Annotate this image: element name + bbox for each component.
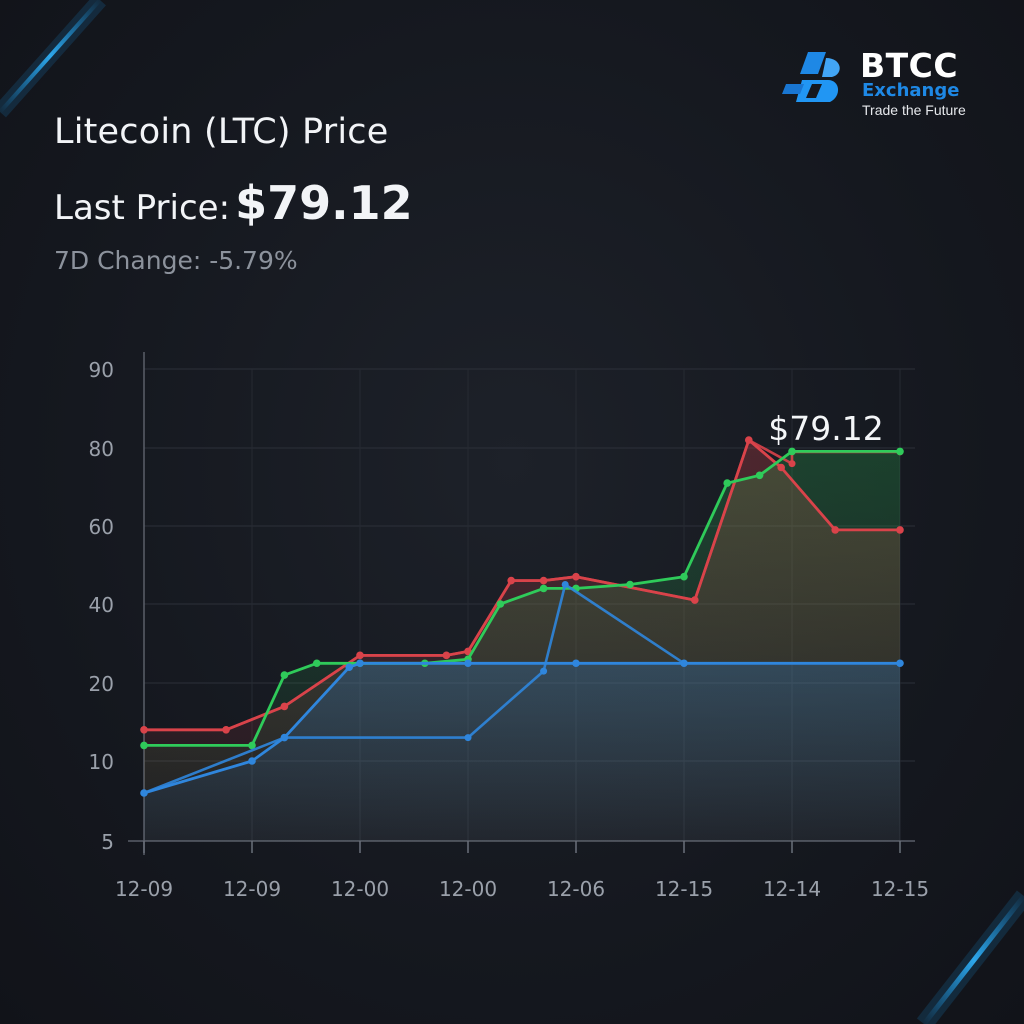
series-area-blue xyxy=(144,663,900,841)
y-tick-label: 80 xyxy=(89,437,114,461)
data-point-green xyxy=(626,580,634,589)
data-point-green xyxy=(280,671,289,679)
data-point-blue xyxy=(280,733,289,742)
data-point-green xyxy=(723,479,731,487)
data-point-red xyxy=(831,526,839,534)
brand-logo: BTCC Exchange Trade the Future xyxy=(782,42,982,122)
brand-name: BTCC xyxy=(860,46,959,85)
y-tick-label: 90 xyxy=(89,358,114,382)
y-tick-label: 60 xyxy=(89,515,114,539)
brand-sub: Exchange xyxy=(862,80,960,101)
x-tick-label: 12-09 xyxy=(115,877,173,901)
data-point-green xyxy=(788,447,796,456)
data-point-green xyxy=(755,471,764,480)
data-point-red xyxy=(222,726,230,734)
seven-day-change: 7D Change: -5.79% xyxy=(54,246,298,275)
btcc-logo-icon xyxy=(782,52,840,102)
x-tick-label: 12-00 xyxy=(439,877,497,901)
data-point-blue xyxy=(464,659,472,668)
data-point-red xyxy=(788,460,796,468)
data-point-red xyxy=(777,463,785,472)
data-point-green xyxy=(896,447,904,456)
data-point-red xyxy=(507,576,515,585)
data-point-blue xyxy=(356,659,364,668)
y-tick-label: 20 xyxy=(89,672,114,696)
data-point-red xyxy=(539,576,548,585)
x-tick-label: 12-15 xyxy=(871,877,929,901)
data-point-green xyxy=(313,659,321,668)
data-point-red xyxy=(572,572,580,581)
data-point-red xyxy=(280,702,289,711)
x-tick-label: 12-14 xyxy=(763,877,821,901)
data-point-blue xyxy=(896,659,904,668)
data-point-blue xyxy=(345,663,354,671)
data-point-green xyxy=(539,584,548,593)
y-tick-label: 5 xyxy=(101,830,114,854)
data-point-blue xyxy=(561,581,569,588)
last-price-label: Last Price: xyxy=(54,188,231,228)
data-point-green xyxy=(140,741,148,750)
data-point-blue xyxy=(680,659,688,668)
data-point-red xyxy=(442,651,451,660)
x-tick-label: 12-00 xyxy=(331,877,389,901)
data-point-red xyxy=(356,651,364,660)
data-point-green xyxy=(248,741,256,750)
data-point-red xyxy=(691,596,699,604)
brand-tagline: Trade the Future xyxy=(862,102,966,118)
last-price-value: $79.12 xyxy=(235,176,413,230)
x-tick-label: 12-06 xyxy=(547,877,605,901)
data-point-green xyxy=(496,600,505,608)
series-line-green xyxy=(144,450,900,747)
y-tick-label: 10 xyxy=(89,750,114,774)
data-point-green xyxy=(680,572,688,581)
data-point-blue xyxy=(140,789,148,797)
data-point-red xyxy=(896,526,904,534)
data-point-red xyxy=(140,726,148,734)
data-point-blue xyxy=(540,667,548,675)
page-title: Litecoin (LTC) Price xyxy=(54,112,389,152)
data-point-blue xyxy=(248,757,256,765)
series-line-blue-branch xyxy=(143,583,685,795)
x-tick-label: 12-15 xyxy=(655,877,713,901)
data-point-blue xyxy=(572,659,580,668)
price-annotation: $79.12 xyxy=(768,409,883,448)
x-tick-label: 12-09 xyxy=(223,877,281,901)
last-price: Last Price: $79.12 xyxy=(54,176,413,230)
data-point-red xyxy=(745,436,753,444)
y-tick-label: 40 xyxy=(89,593,114,617)
data-point-blue xyxy=(464,734,472,742)
